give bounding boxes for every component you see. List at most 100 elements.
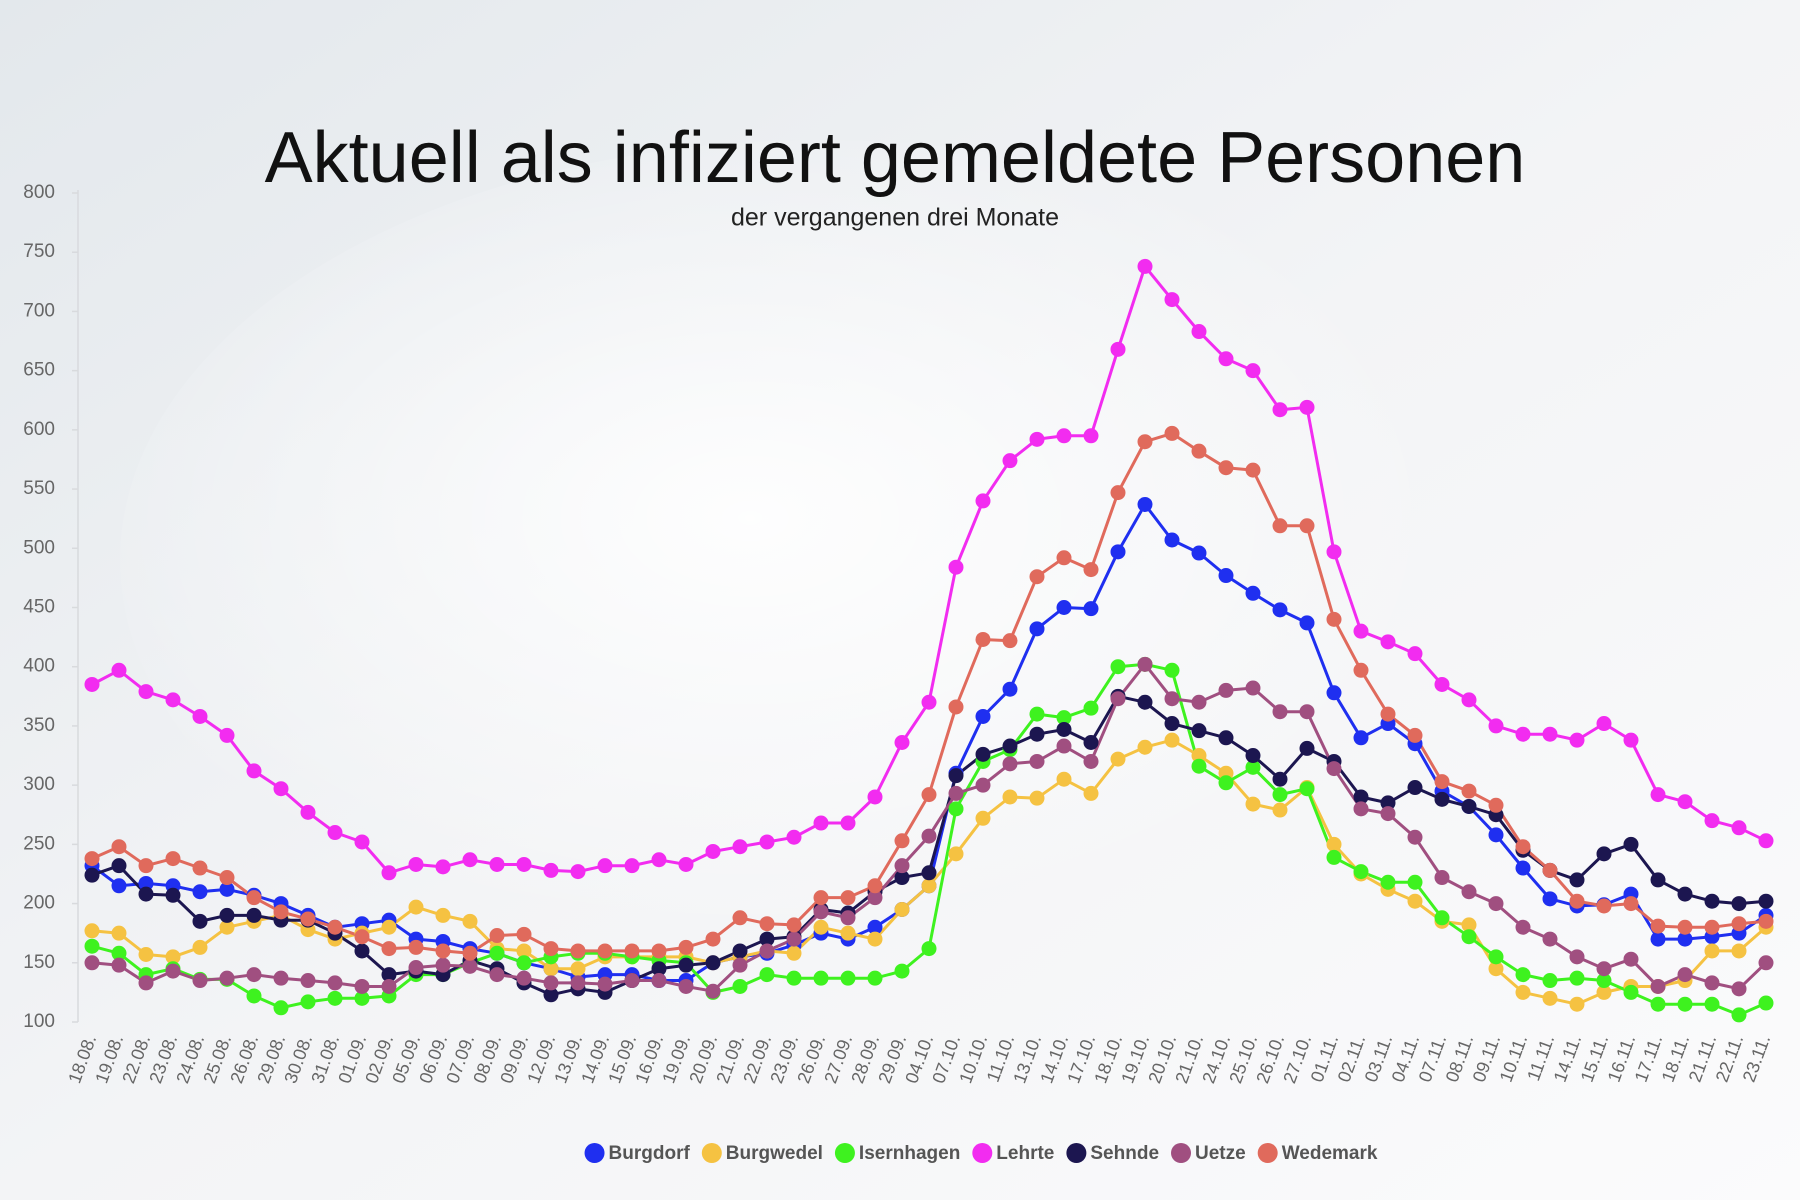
data-point — [1002, 789, 1018, 805]
data-point — [1461, 798, 1477, 814]
data-point — [1704, 943, 1720, 959]
data-point — [1434, 870, 1450, 886]
legend-label: Burgdorf — [609, 1143, 691, 1164]
data-point — [1272, 771, 1288, 787]
data-point — [1650, 996, 1666, 1012]
data-point — [1353, 864, 1369, 880]
data-point — [840, 815, 856, 831]
data-point — [1056, 428, 1072, 444]
data-point — [138, 975, 154, 991]
data-point — [1191, 723, 1207, 739]
data-point — [462, 945, 478, 961]
data-point — [1380, 795, 1396, 811]
data-point — [1542, 931, 1558, 947]
data-point — [381, 919, 397, 935]
data-point — [1272, 602, 1288, 618]
data-point — [192, 939, 208, 955]
data-point — [1704, 919, 1720, 935]
data-point — [381, 941, 397, 957]
data-point — [516, 943, 532, 959]
legend-label: Wedemark — [1282, 1143, 1378, 1164]
data-point — [435, 907, 451, 923]
data-point — [1650, 918, 1666, 934]
data-point — [516, 955, 532, 971]
data-point — [948, 699, 964, 715]
data-point — [543, 961, 559, 977]
data-point — [516, 970, 532, 986]
data-point — [948, 801, 964, 817]
data-point — [1731, 1007, 1747, 1023]
data-point — [192, 708, 208, 724]
data-point — [597, 976, 613, 992]
data-point — [1029, 431, 1045, 447]
data-point — [1029, 726, 1045, 742]
data-point — [1407, 829, 1423, 845]
data-point — [435, 859, 451, 875]
data-point — [1569, 996, 1585, 1012]
data-point — [867, 919, 883, 935]
data-point — [1542, 726, 1558, 742]
data-point — [786, 931, 802, 947]
data-point — [1731, 896, 1747, 912]
data-point — [543, 987, 559, 1003]
data-point — [1164, 691, 1180, 707]
data-point — [354, 978, 370, 994]
data-point — [138, 946, 154, 962]
data-point — [273, 970, 289, 986]
data-point — [219, 727, 235, 743]
data-point — [1542, 973, 1558, 989]
data-point — [165, 887, 181, 903]
data-point — [921, 878, 937, 894]
data-point — [894, 901, 910, 917]
data-point — [1272, 704, 1288, 720]
data-point — [1083, 785, 1099, 801]
data-point — [867, 931, 883, 947]
data-point — [1164, 292, 1180, 308]
data-point — [462, 913, 478, 929]
data-point — [1677, 919, 1693, 935]
data-point — [1461, 692, 1477, 708]
data-point — [543, 975, 559, 991]
data-point — [1326, 836, 1342, 852]
data-point — [165, 851, 181, 867]
data-point — [1353, 789, 1369, 805]
data-point — [246, 967, 262, 983]
legend-item: Burgdorf — [584, 1143, 691, 1164]
data-point — [1245, 759, 1261, 775]
data-point — [948, 846, 964, 862]
legend-item: Isernhagen — [834, 1143, 960, 1164]
data-point — [1137, 656, 1153, 672]
data-point — [678, 978, 694, 994]
data-point — [705, 931, 721, 947]
data-point — [1515, 984, 1531, 1000]
data-point — [1326, 685, 1342, 701]
data-point — [1083, 700, 1099, 716]
data-point — [732, 957, 748, 973]
data-point — [732, 978, 748, 994]
data-point — [84, 938, 100, 954]
data-point — [489, 928, 505, 944]
data-point — [867, 970, 883, 986]
data-point — [273, 904, 289, 920]
legend-item: Uetze — [1171, 1143, 1246, 1164]
data-point — [1515, 726, 1531, 742]
data-point — [570, 943, 586, 959]
data-point — [1110, 691, 1126, 707]
data-point — [165, 692, 181, 708]
data-point — [327, 919, 343, 935]
data-point — [1056, 771, 1072, 787]
y-tick-label: 300 — [23, 774, 55, 795]
data-point — [1137, 496, 1153, 512]
data-point — [1353, 801, 1369, 817]
data-point — [192, 884, 208, 900]
data-point — [1704, 975, 1720, 991]
data-point — [624, 943, 640, 959]
data-point — [894, 735, 910, 751]
data-point — [840, 970, 856, 986]
data-point — [1326, 544, 1342, 560]
data-point — [1758, 893, 1774, 909]
legend-label: Uetze — [1195, 1143, 1246, 1164]
data-point — [1488, 949, 1504, 965]
data-point — [1677, 967, 1693, 983]
data-point — [354, 990, 370, 1006]
